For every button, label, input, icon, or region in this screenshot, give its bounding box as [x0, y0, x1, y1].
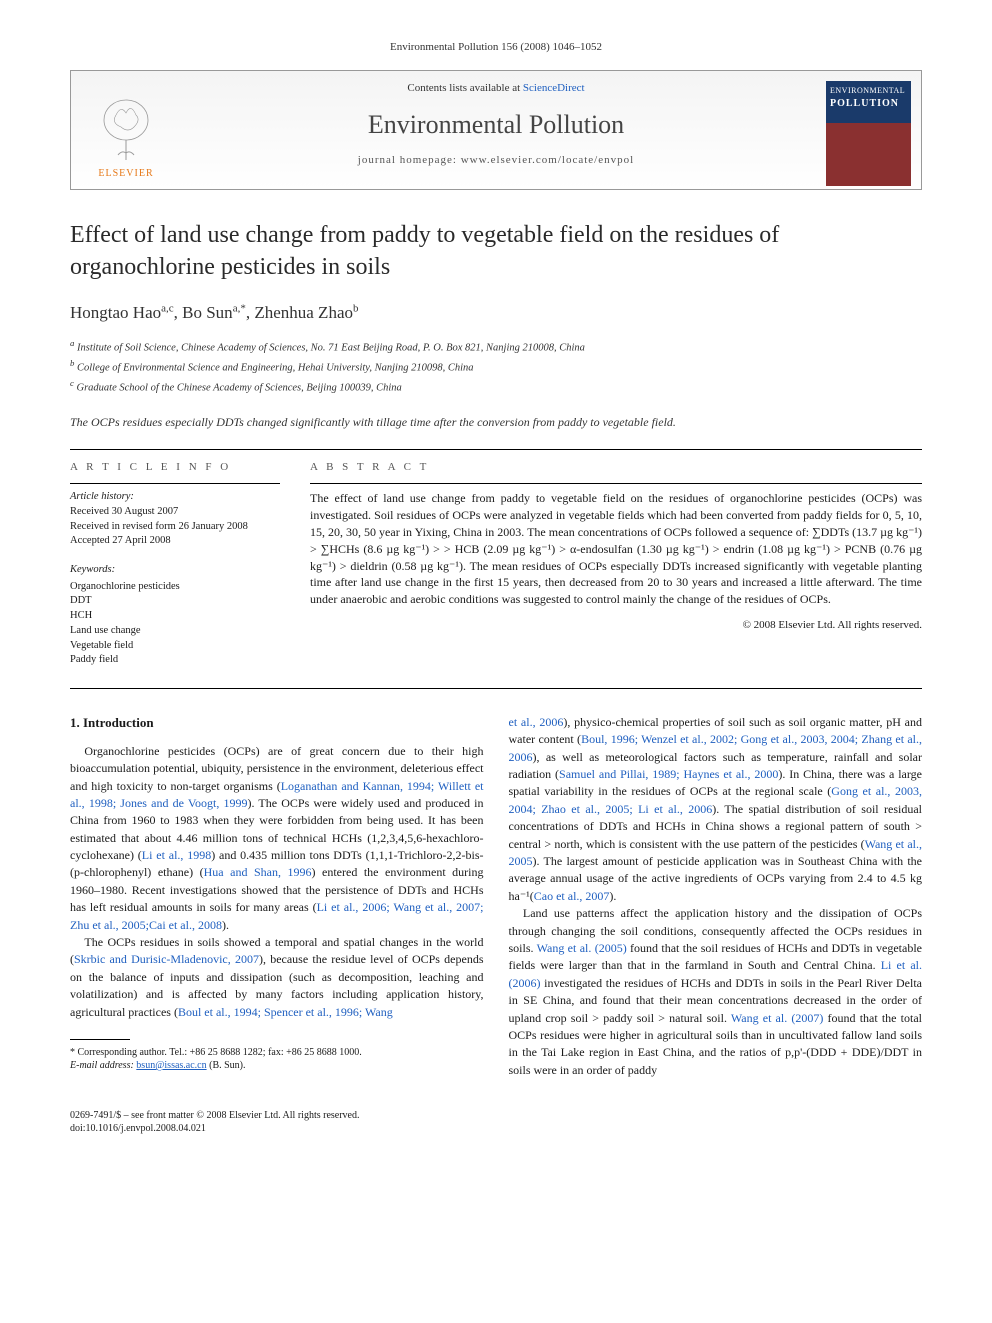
- article-info-label: A R T I C L E I N F O: [70, 460, 280, 475]
- body-two-column: 1. Introduction Organochlorine pesticide…: [70, 714, 922, 1079]
- citation[interactable]: Li et al., 1998: [142, 848, 211, 862]
- keyword: DDT: [70, 594, 280, 609]
- citation[interactable]: Wang et al. (2007): [731, 1011, 823, 1025]
- capsule-summary: The OCPs residues especially DDTs change…: [70, 414, 922, 431]
- history-item: Received in revised form 26 January 2008: [70, 520, 280, 535]
- issn-line: 0269-7491/$ – see front matter © 2008 El…: [70, 1109, 359, 1122]
- body-column-left: 1. Introduction Organochlorine pesticide…: [70, 714, 484, 1079]
- citation[interactable]: et al., 2006: [509, 715, 564, 729]
- cover-text-1: ENVIRONMENTAL: [830, 85, 907, 96]
- footnote-email-line: E-mail address: bsun@issas.ac.cn (B. Sun…: [70, 1059, 484, 1072]
- author-list: Hongtao Haoa,c, Bo Suna,*, Zhenhua Zhaob: [70, 301, 922, 325]
- info-abstract-row: A R T I C L E I N F O Article history: R…: [70, 460, 922, 668]
- article-history: Article history: Received 30 August 2007…: [70, 490, 280, 549]
- page-footer: 0269-7491/$ – see front matter © 2008 El…: [70, 1109, 922, 1135]
- journal-masthead: ELSEVIER ENVIRONMENTAL POLLUTION Content…: [70, 70, 922, 190]
- elsevier-wordmark: ELSEVIER: [98, 167, 153, 181]
- history-label: Article history:: [70, 490, 280, 505]
- citation[interactable]: Cao et al., 2007: [534, 889, 610, 903]
- keyword: Paddy field: [70, 653, 280, 668]
- section-heading: 1. Introduction: [70, 714, 484, 733]
- abstract-copyright: © 2008 Elsevier Ltd. All rights reserved…: [310, 618, 922, 633]
- divider: [70, 483, 280, 484]
- divider: [70, 449, 922, 450]
- keyword: HCH: [70, 609, 280, 624]
- citation[interactable]: Wang et al. (2005): [537, 941, 627, 955]
- article-title: Effect of land use change from paddy to …: [70, 220, 922, 282]
- abstract-text: The effect of land use change from paddy…: [310, 490, 922, 608]
- contents-prefix: Contents lists available at: [407, 82, 522, 94]
- citation[interactable]: Hua and Shan, 1996: [204, 865, 312, 879]
- keyword: Organochlorine pesticides: [70, 580, 280, 595]
- body-column-right: et al., 2006), physico-chemical properti…: [509, 714, 923, 1079]
- footer-left: 0269-7491/$ – see front matter © 2008 El…: [70, 1109, 359, 1135]
- paragraph: Organochlorine pesticides (OCPs) are of …: [70, 743, 484, 934]
- citation[interactable]: Skrbic and Durisic-Mladenovic, 2007: [74, 952, 259, 966]
- sciencedirect-link[interactable]: ScienceDirect: [523, 82, 585, 94]
- citation[interactable]: Samuel and Pillai, 1989; Haynes et al., …: [559, 767, 778, 781]
- footnote-divider: [70, 1039, 130, 1040]
- footnote-line: * Corresponding author. Tel.: +86 25 868…: [70, 1046, 484, 1059]
- journal-cover-thumbnail: ENVIRONMENTAL POLLUTION: [826, 81, 911, 186]
- keywords-label: Keywords:: [70, 563, 280, 578]
- paragraph-continuation: et al., 2006), physico-chemical properti…: [509, 714, 923, 905]
- citation[interactable]: Boul et al., 1994; Spencer et al., 1996;…: [178, 1005, 393, 1019]
- history-item: Received 30 August 2007: [70, 505, 280, 520]
- article-info-column: A R T I C L E I N F O Article history: R…: [70, 460, 280, 668]
- contents-available: Contents lists available at ScienceDirec…: [191, 81, 801, 96]
- divider: [310, 483, 922, 484]
- abstract-label: A B S T R A C T: [310, 460, 922, 475]
- doi-line: doi:10.1016/j.envpol.2008.04.021: [70, 1122, 359, 1135]
- paragraph: The OCPs residues in soils showed a temp…: [70, 934, 484, 1021]
- history-item: Accepted 27 April 2008: [70, 534, 280, 549]
- keywords-block: Keywords: Organochlorine pesticides DDT …: [70, 563, 280, 668]
- paragraph: Land use patterns affect the application…: [509, 905, 923, 1079]
- divider: [70, 688, 922, 689]
- email-attribution: (B. Sun).: [207, 1060, 246, 1071]
- keyword: Land use change: [70, 624, 280, 639]
- email-link[interactable]: bsun@issas.ac.cn: [136, 1060, 206, 1071]
- running-head: Environmental Pollution 156 (2008) 1046–…: [70, 40, 922, 55]
- keyword: Vegetable field: [70, 639, 280, 654]
- elsevier-logo: ELSEVIER: [81, 81, 171, 181]
- corresponding-author-footnote: * Corresponding author. Tel.: +86 25 868…: [70, 1046, 484, 1072]
- abstract-column: A B S T R A C T The effect of land use c…: [310, 460, 922, 668]
- email-label: E-mail address:: [70, 1060, 136, 1071]
- cover-text-2: POLLUTION: [830, 97, 907, 111]
- affiliations: a Institute of Soil Science, Chinese Aca…: [70, 337, 922, 397]
- journal-name: Environmental Pollution: [191, 107, 801, 143]
- elsevier-tree-icon: [96, 95, 156, 165]
- journal-homepage: journal homepage: www.elsevier.com/locat…: [191, 153, 801, 168]
